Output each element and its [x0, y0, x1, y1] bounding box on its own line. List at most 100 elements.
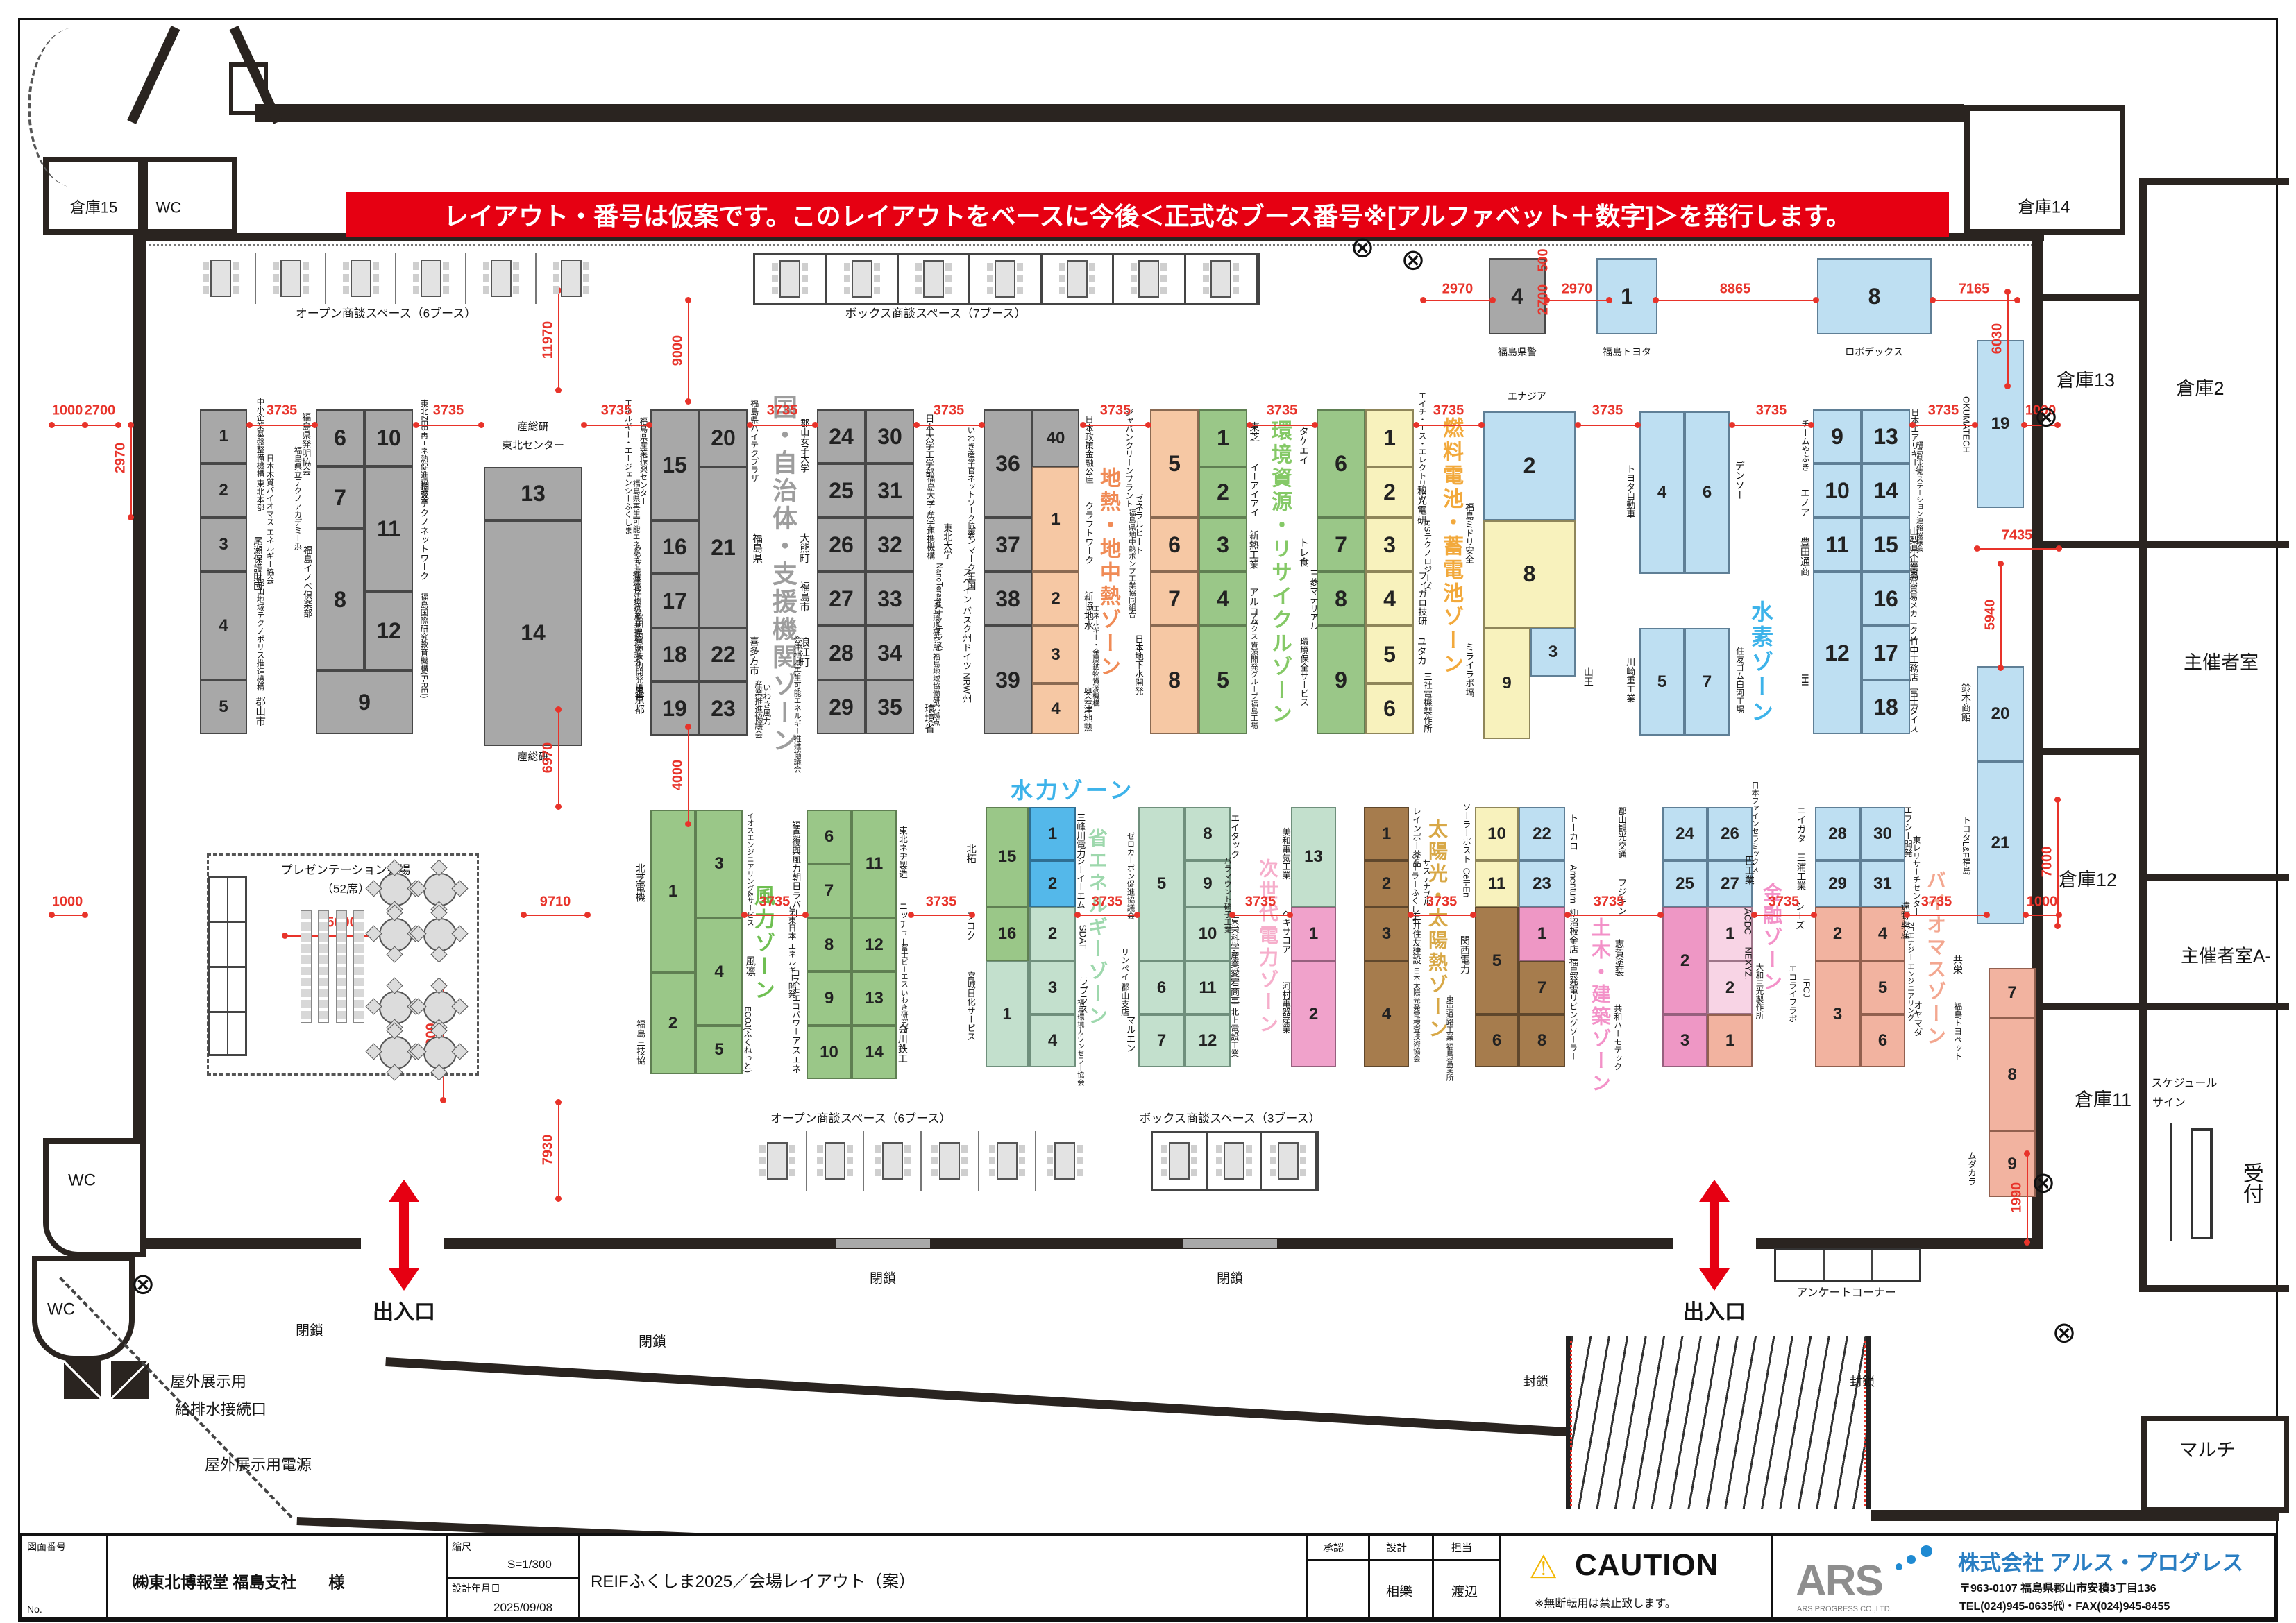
label: 日本太陽光発電検査技術協会 [1412, 967, 1421, 1062]
dimension-dot [979, 422, 985, 428]
dimension-line [584, 425, 649, 426]
label: 会津地域再生可能エネルギー推進協議会 [793, 636, 802, 773]
label: サックス 資源開発グループ福島工場 [1249, 610, 1258, 729]
dimension-line [744, 915, 805, 916]
dimension-line [1754, 915, 1814, 916]
booth-furyoku-12: 12 [852, 918, 897, 971]
booth-furyoku-1: 1 [650, 810, 695, 973]
meeting-table [552, 260, 589, 297]
booth-number: 3 [1548, 643, 1558, 661]
dimension-dot [1930, 297, 1936, 303]
booth-number: 3 [1381, 924, 1392, 943]
label: 秋田県資源技術開発機構 [634, 611, 643, 700]
caution-note: ※無断転用は禁止致します。 [1535, 1598, 1676, 1610]
round-table [379, 873, 412, 906]
ramp-hatched [1566, 1336, 1871, 1509]
label: 福島県産業振興センター [639, 416, 648, 505]
dimension-dot [128, 514, 134, 520]
dimension-label: 2700 [84, 402, 116, 418]
meeting-table [1270, 1142, 1307, 1180]
booth-gov-5: 5 [200, 680, 247, 734]
meeting-booth [1043, 255, 1115, 303]
closed-door [1183, 1239, 1277, 1248]
booth-taiyo-2: 2 [1364, 860, 1409, 907]
label: SDAT [1077, 924, 1088, 949]
booth-number: 4 [1511, 283, 1523, 309]
label: トヨタ自動車 [1625, 464, 1636, 518]
wall [133, 1238, 2043, 1249]
dimension-label: 1000 [2025, 402, 2057, 418]
meeting-booth [807, 1131, 865, 1191]
label: 福島トヨペット [1952, 1002, 1963, 1060]
label: ジャパンクリーンプラント [1124, 408, 1134, 508]
label: 福島県発明協会 [301, 412, 312, 476]
dimension-dot [1813, 297, 1819, 303]
label: 関西電力 [1459, 935, 1471, 974]
label: 北上電設工業 [1229, 1008, 1240, 1057]
dimension-label: 3735 [1755, 402, 1787, 418]
dimension-line [916, 425, 981, 426]
meeting-table [1202, 260, 1239, 298]
utility-box [64, 1361, 101, 1399]
label: 福島県地中熱ポンプ工業協同組合 [1127, 509, 1136, 618]
booth-suiso-3: 3 [1530, 628, 1576, 677]
label: 環境省 [923, 703, 935, 733]
company-tel: TEL(024)945-0635㈹・FAX(024)945-8455 [1959, 1601, 2170, 1613]
booth-number: 14 [865, 1042, 884, 1062]
dimension-dot [1998, 665, 2004, 671]
meeting-booth [1114, 255, 1186, 303]
divider [1306, 1536, 1308, 1617]
dimension-line [688, 726, 689, 824]
label: トヨタL&F福島 [1961, 815, 1970, 875]
booth-number: 1 [1047, 824, 1058, 843]
booth-number: 4 [1051, 699, 1061, 718]
dimension-label: 3735 [266, 402, 298, 418]
booth-gov-13: 13 [484, 467, 582, 520]
dimension-dot [1984, 912, 1990, 918]
label: ACDC [1742, 908, 1753, 935]
label: エノア [1799, 488, 1811, 517]
dimension-dot [1134, 912, 1140, 918]
meeting-table [202, 260, 239, 297]
booth-nenryo-5: 5 [1365, 626, 1414, 683]
label: デンマーク王国 [965, 527, 977, 590]
dimension-label: 3735 [1593, 894, 1625, 910]
booth-number: 2 [1680, 951, 1690, 970]
booth-number: 9 [358, 689, 371, 715]
label: ニイガタ [1795, 806, 1806, 843]
label: IHI [1799, 674, 1811, 686]
booth-number: 2 [1725, 978, 1735, 997]
booth-number: 18 [1873, 694, 1898, 720]
meeting-table [874, 1142, 911, 1180]
booth-number: 6 [1383, 696, 1396, 721]
dimension-line [1249, 425, 1315, 426]
label: エフシー開発 [1902, 805, 1912, 858]
booth-chinetsu-7: 7 [1150, 572, 1199, 626]
label: 三社電機製作所 [1422, 672, 1432, 733]
dimension-dot [812, 422, 818, 428]
booth-gov-25: 25 [817, 464, 866, 518]
booth-number: 24 [1675, 824, 1694, 843]
booth-suiso-4: 4 [1639, 411, 1685, 574]
dimension-line [1578, 425, 1637, 426]
label: 日本ファインセラミックス [1750, 781, 1759, 873]
booth-number: 12 [865, 935, 884, 954]
dimension-line [1546, 300, 1609, 301]
dimension-dot [2054, 797, 2061, 803]
dimension-line [1410, 915, 1473, 916]
client-name: ㈱東北博報堂 福島支社 様 [133, 1573, 345, 1591]
dimension-line [249, 425, 314, 426]
wall [2043, 541, 2289, 548]
round-table [423, 1036, 457, 1069]
booth-gov-19: 19 [650, 681, 699, 736]
label: 三浦工業 [1795, 853, 1806, 890]
booth-blue2-22: 22 [1519, 807, 1565, 860]
booth-number: 7 [1702, 672, 1712, 691]
booth-number: 9 [1502, 674, 1512, 692]
label: トーカロ [1567, 813, 1578, 851]
label: 鈴木商館 [1960, 683, 1972, 722]
booth-taiyo-4: 4 [1364, 961, 1409, 1067]
dimension-line [688, 300, 689, 401]
meeting-booth [537, 253, 605, 304]
label: Amentum [1568, 865, 1579, 903]
